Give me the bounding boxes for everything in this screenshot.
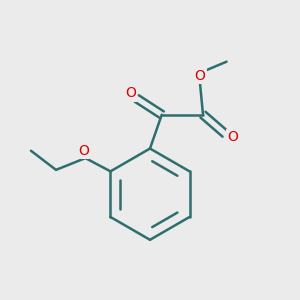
Text: O: O [227, 130, 238, 144]
Text: O: O [195, 69, 206, 83]
Text: O: O [79, 144, 89, 158]
Text: O: O [125, 86, 136, 100]
